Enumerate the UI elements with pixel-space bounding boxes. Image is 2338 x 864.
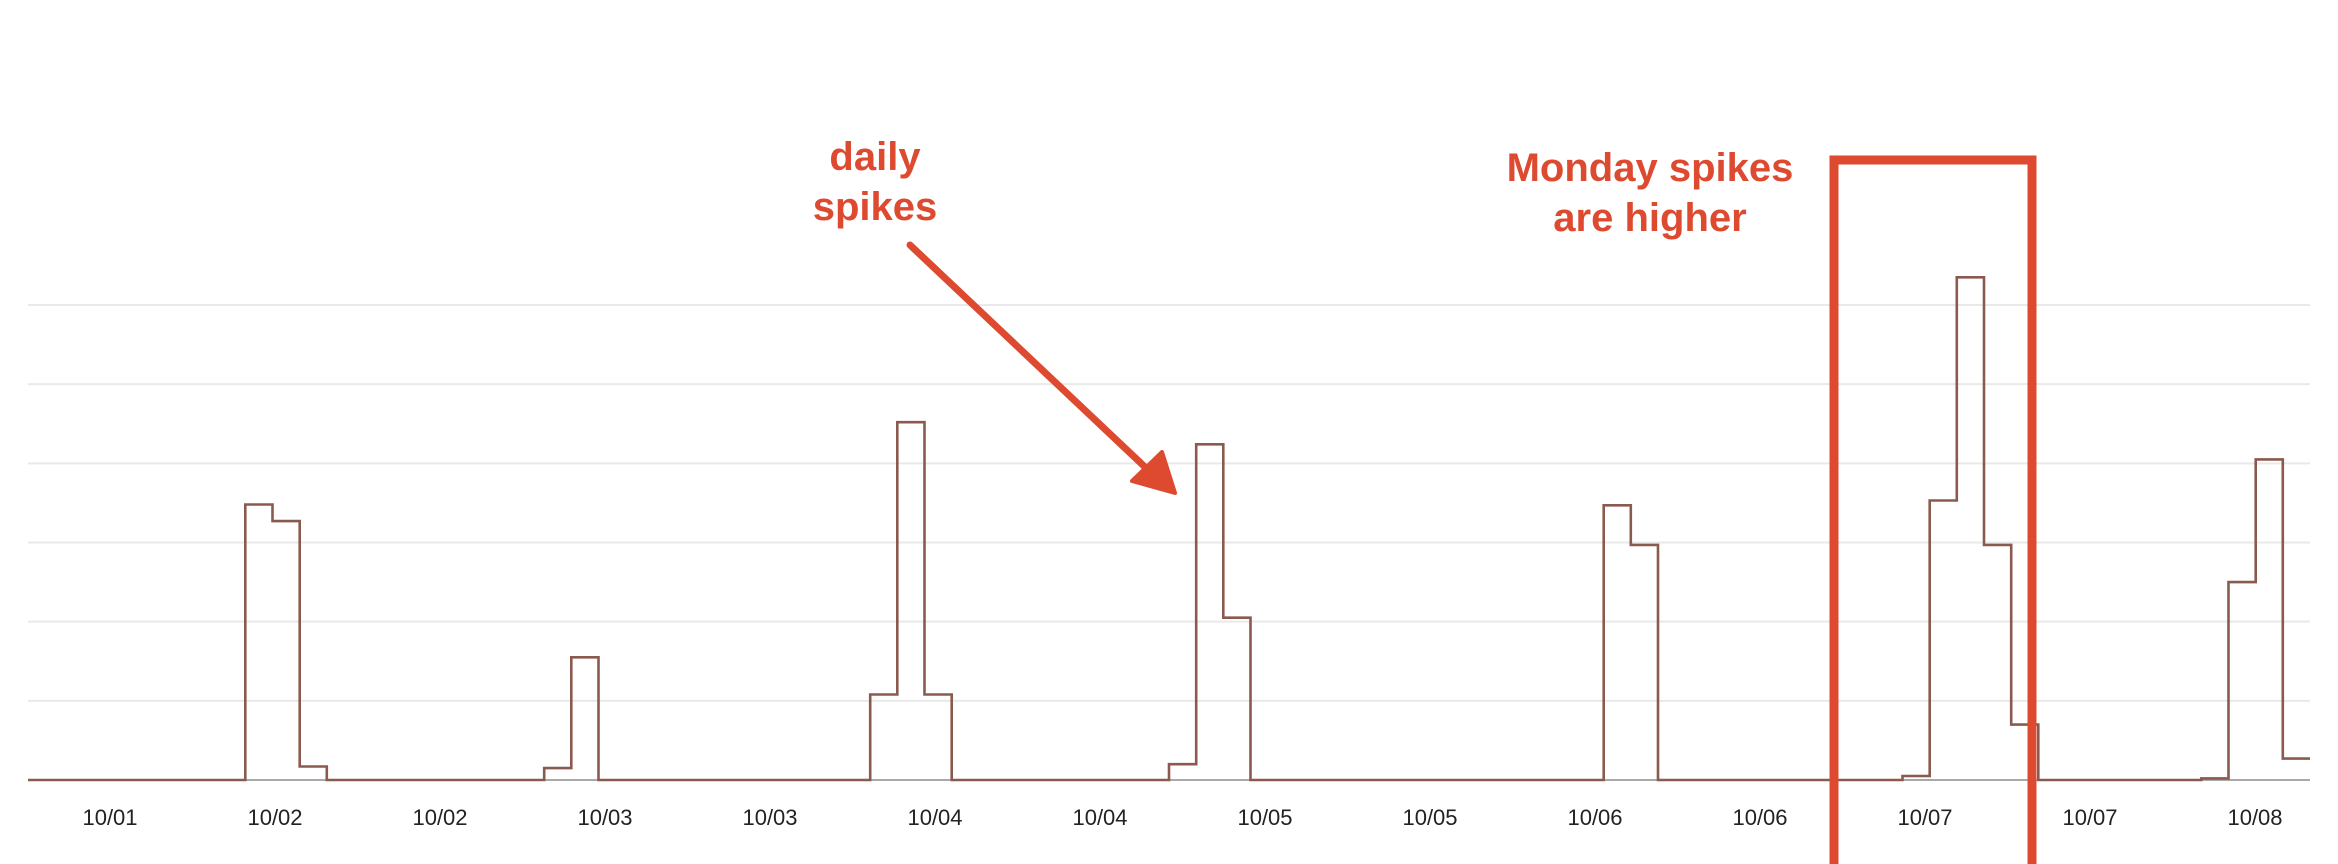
x-tick-label: 10/03 [742, 805, 797, 830]
series-group [28, 276, 2310, 782]
annotation-line: spikes [812, 185, 938, 229]
annotation-monday-spikes: Monday spikes are higher [1480, 143, 1820, 243]
x-tick-label: 10/02 [412, 805, 467, 830]
annotation-daily-spikes: daily spikes [790, 132, 960, 232]
x-tick-label: 10/04 [907, 805, 962, 830]
x-tick-label: 10/07 [1897, 805, 1952, 830]
x-tick-label: 10/04 [1072, 805, 1127, 830]
x-tick-label: 10/06 [1732, 805, 1787, 830]
monday-highlight-box [1829, 155, 2037, 864]
grid [28, 304, 2310, 781]
x-tick-label: 10/08 [2227, 805, 2282, 830]
x-tick-label: 10/03 [577, 805, 632, 830]
x-tick-label: 10/07 [2062, 805, 2117, 830]
annotation-arrow [906, 241, 1177, 495]
x-tick-label: 10/01 [82, 805, 137, 830]
annotation-line: are higher [1553, 196, 1747, 240]
x-tick-label: 10/06 [1567, 805, 1622, 830]
x-tick-label: 10/05 [1237, 805, 1292, 830]
x-tick-label: 10/02 [247, 805, 302, 830]
annotation-line: daily [829, 135, 921, 179]
annotation-arrow-head [1130, 450, 1177, 495]
x-axis-ticks: 10/01 10/02 10/02 10/03 10/03 10/04 10/04 10/05… [82, 805, 2282, 830]
x-tick-label: 10/05 [1402, 805, 1457, 830]
series-line [28, 276, 2310, 782]
annotation-arrow-shaft [906, 241, 1150, 472]
annotation-line: Monday spikes [1506, 146, 1794, 190]
annotation-shapes [906, 155, 2037, 864]
